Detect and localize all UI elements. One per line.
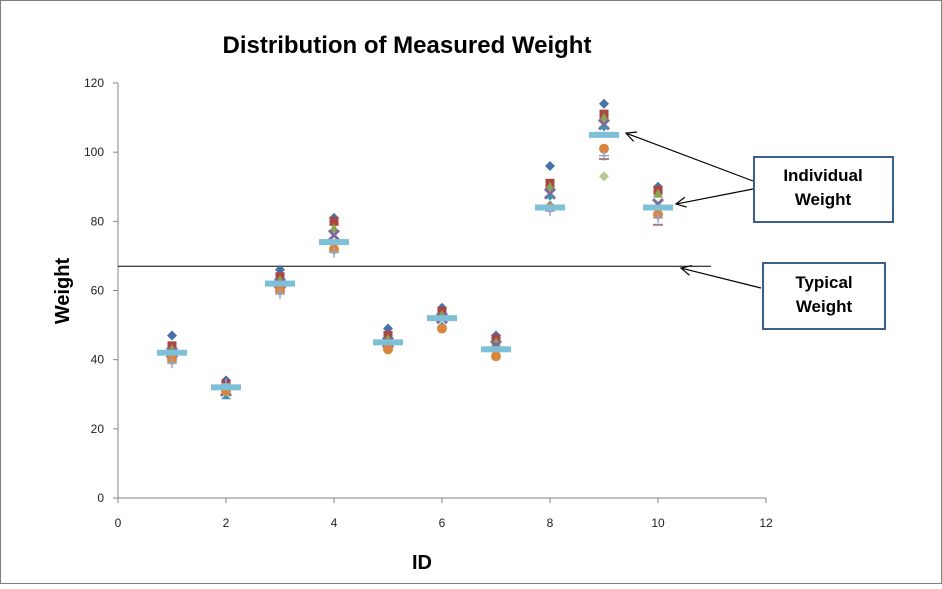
individual-weight-point — [383, 344, 393, 355]
individual-weight-point — [599, 112, 609, 122]
x-tick-label: 0 — [115, 516, 122, 530]
typical-weight-point — [373, 339, 403, 346]
individual-weight-point — [329, 216, 339, 226]
typical-weight-point — [319, 239, 349, 246]
typical-weight-point — [211, 384, 241, 391]
individual-weight-point — [599, 171, 609, 182]
y-tick-label: 80 — [91, 214, 105, 228]
individual-weight-callout-box — [753, 156, 894, 223]
y-tick-label: 100 — [84, 145, 104, 159]
x-tick-label: 12 — [759, 516, 773, 530]
typical-weight-point — [427, 315, 457, 322]
x-axis-label: ID — [412, 552, 432, 574]
individual-weight-point — [599, 143, 609, 154]
individual-weight-point — [491, 351, 501, 362]
individual-weight-point — [545, 195, 555, 206]
data-marks — [165, 98, 665, 400]
individual-weight-point — [275, 288, 285, 299]
arrow-to-id9-head — [624, 131, 638, 142]
arrow-to-typical-line-head — [679, 265, 693, 276]
y-tick-label: 40 — [91, 353, 105, 367]
x-tick-label: 2 — [223, 516, 230, 530]
individual-weight-point — [545, 181, 555, 191]
arrow-to-id9 — [625, 132, 754, 182]
typical-weight-point — [157, 349, 187, 356]
individual-weight-callout-line1: Individual — [783, 166, 862, 185]
individual-weight-point — [653, 188, 663, 198]
individual-weight-point — [329, 247, 339, 258]
x-tick-label: 6 — [439, 516, 446, 530]
arrow-to-id10-head — [674, 196, 687, 208]
y-tick-label: 0 — [97, 491, 104, 505]
individual-weight-point — [329, 223, 339, 233]
x-tick-label: 4 — [331, 516, 338, 530]
typical-weight-marks — [157, 131, 673, 391]
typical-weight-point — [589, 131, 619, 138]
individual-weight-callout-line2: Weight — [795, 190, 852, 209]
callout-arrows — [624, 131, 762, 289]
individual-weight-point — [167, 358, 177, 369]
typical-weight-callout-line1: Typical — [795, 273, 852, 292]
individual-weight-point — [437, 323, 447, 334]
typical-weight-callout-line2: Weight — [796, 297, 853, 316]
axes: 0 20 40 60 80 100 120 0 2 4 6 8 10 12 — [84, 76, 773, 530]
x-tick-label: 10 — [651, 516, 665, 530]
chart-title: Distribution of Measured Weight — [223, 32, 592, 59]
arrow-to-typical-line — [680, 267, 762, 289]
typical-weight-point — [481, 346, 511, 353]
typical-weight-point — [643, 204, 673, 211]
individual-weight-point — [545, 161, 555, 171]
individual-weight-point — [327, 229, 341, 242]
y-tick-label: 60 — [91, 284, 105, 298]
individual-weight-point — [599, 98, 609, 109]
x-tick-label: 8 — [547, 516, 554, 530]
typical-weight-callout-box — [762, 262, 886, 330]
arrow-to-id10 — [675, 188, 754, 205]
individual-weight-point — [653, 212, 663, 223]
y-axis-label: Weight — [52, 258, 74, 325]
typical-weight-point — [265, 280, 295, 287]
individual-weight-point — [167, 330, 177, 341]
y-tick-label: 120 — [84, 76, 104, 90]
y-tick-label: 20 — [91, 422, 105, 436]
typical-weight-point — [535, 204, 565, 211]
